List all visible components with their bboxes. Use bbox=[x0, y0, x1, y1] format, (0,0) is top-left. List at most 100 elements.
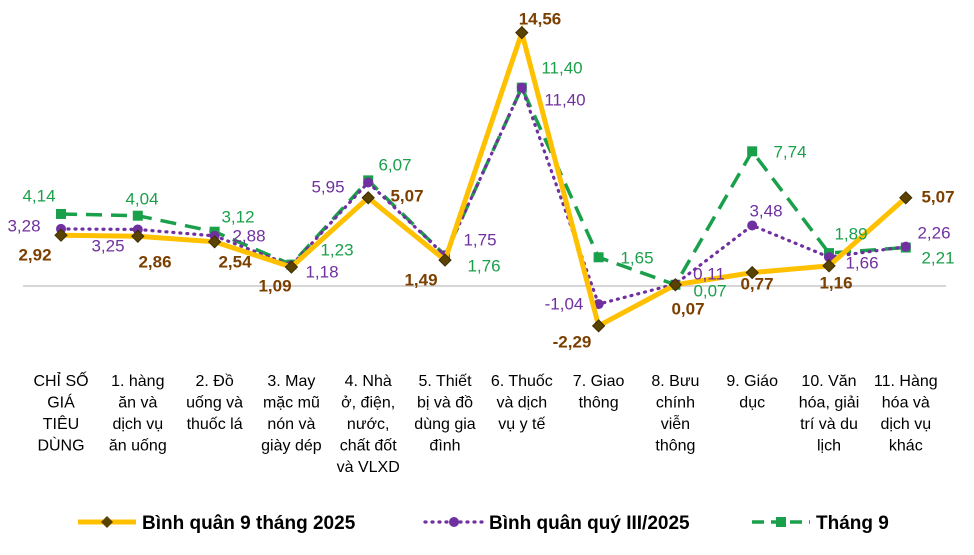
series-line bbox=[60, 23, 908, 330]
data-point bbox=[131, 229, 145, 243]
x-tick-label-line: hóa, giải bbox=[799, 395, 860, 412]
data-label: 1,66 bbox=[845, 253, 878, 272]
data-point bbox=[822, 259, 836, 273]
x-tick-label-line: 9. Giáo bbox=[726, 373, 778, 390]
legend-item-1: Bình quân 9 tháng 2025 bbox=[78, 513, 356, 534]
x-tick-label-line: vụ y tế bbox=[498, 416, 545, 433]
data-label: 5,07 bbox=[921, 187, 954, 206]
x-tick-label-line: bị và đồ bbox=[417, 395, 473, 412]
data-label: 1,18 bbox=[305, 262, 338, 281]
data-label: 2,54 bbox=[218, 252, 252, 271]
legend-label: Bình quân 9 tháng 2025 bbox=[142, 513, 356, 534]
x-tick-label-line: chính bbox=[656, 395, 695, 412]
data-label: 0,07 bbox=[671, 299, 704, 318]
x-tick-label-line: mặc mũ bbox=[263, 395, 320, 412]
x-tick-label-line: và VLXD bbox=[337, 459, 400, 476]
data-label: 0,77 bbox=[740, 274, 773, 293]
x-tick-label: CHỈ SỐ GIÁ TIÊU DÙNG bbox=[33, 370, 88, 455]
x-tick-label-line: 3. May bbox=[267, 373, 315, 390]
legend: Bình quân 9 tháng 2025 Bình quân quý III/… bbox=[78, 513, 889, 534]
x-tick-label: 7. Giao thông bbox=[573, 373, 625, 412]
x-tick-label: 1. hàng ăn và dịch vụ ăn uống bbox=[109, 373, 167, 455]
data-point bbox=[899, 191, 913, 205]
legend-marker bbox=[101, 516, 113, 528]
data-point bbox=[593, 252, 604, 263]
x-tick-label-line: TIÊU bbox=[43, 414, 79, 433]
data-label: 0,11 bbox=[693, 264, 725, 283]
x-tick-label-line: 7. Giao bbox=[573, 373, 625, 390]
data-point bbox=[438, 253, 452, 267]
data-label: 1,49 bbox=[404, 270, 437, 289]
data-label: 1,65 bbox=[620, 248, 653, 267]
data-point bbox=[207, 235, 222, 249]
x-tick-label-line: 10. Văn bbox=[801, 373, 856, 390]
x-tick-label-line: hóa và bbox=[882, 395, 930, 412]
x-tick-label-line: trí và du bbox=[800, 416, 858, 433]
x-tick-label-line: thông bbox=[655, 438, 695, 455]
data-point bbox=[515, 25, 529, 40]
data-point bbox=[284, 260, 299, 274]
data-label: 1,09 bbox=[258, 276, 291, 295]
data-label: 0,07 bbox=[693, 281, 726, 300]
x-tick-label: 11. Hàng hóa và dịch vụ khác bbox=[874, 373, 938, 455]
data-point bbox=[824, 252, 834, 263]
data-label: 14,56 bbox=[519, 9, 562, 28]
x-tick-label: 5. Thiết bị và đồ dùng gia đình bbox=[414, 373, 475, 455]
data-label: -1,04 bbox=[545, 294, 584, 313]
data-label: 3,25 bbox=[91, 236, 124, 255]
data-point bbox=[745, 265, 759, 280]
x-tick-label-line: dục bbox=[739, 395, 765, 412]
x-tick-label-line: đình bbox=[429, 438, 460, 455]
x-tick-label-line: 4. Nhà bbox=[345, 373, 392, 390]
data-label: 1,16 bbox=[819, 273, 852, 292]
x-tick-label: 10. Văn hóa, giải trí và du lịch bbox=[799, 373, 860, 455]
x-tick-label-line: nước, bbox=[347, 416, 390, 433]
x-tick-label-line: khác bbox=[889, 438, 923, 455]
x-tick-label-line: viễn bbox=[661, 414, 690, 433]
x-tick-label-line: GIÁ bbox=[47, 393, 75, 412]
x-tick-label-line: DÙNG bbox=[37, 436, 84, 455]
data-point bbox=[516, 82, 527, 93]
data-label: 6,07 bbox=[378, 155, 411, 174]
x-tick-label-line: uống và bbox=[186, 395, 243, 412]
series-line bbox=[60, 83, 906, 287]
data-point bbox=[591, 319, 606, 333]
x-tick-label-line: 6. Thuốc bbox=[491, 373, 553, 390]
series-1 bbox=[54, 23, 913, 333]
legend-label: Bình quân quý III/2025 bbox=[489, 513, 690, 534]
data-point bbox=[54, 228, 68, 242]
data-label: 1,75 bbox=[463, 230, 496, 249]
data-label: 2,26 bbox=[917, 223, 950, 242]
x-tick-label-line: dịch vụ bbox=[112, 416, 163, 433]
data-point bbox=[132, 224, 143, 235]
x-tick-label-line: giày dép bbox=[261, 438, 322, 455]
x-tick-label-line: ăn và bbox=[118, 395, 157, 412]
data-label: 4,04 bbox=[125, 189, 158, 208]
x-tick-label-line: thuốc lá bbox=[187, 416, 243, 433]
legend-item-2: Bình quân quý III/2025 bbox=[423, 513, 690, 534]
data-label: 1,89 bbox=[834, 224, 867, 243]
data-label: 11,40 bbox=[544, 90, 585, 109]
x-tick-label-line: CHỈ SỐ bbox=[33, 370, 88, 390]
data-point bbox=[747, 220, 758, 231]
x-tick-label: 3. May mặc mũ nón và giày dép bbox=[261, 373, 322, 455]
legend-item-3: Tháng 9 bbox=[752, 513, 889, 534]
x-tick-label-line: lịch bbox=[817, 438, 841, 455]
data-label: -2,29 bbox=[553, 332, 592, 351]
x-tick-label-line: 11. Hàng bbox=[874, 373, 938, 390]
x-tick-label: 2. Đồ uống và thuốc lá bbox=[186, 373, 243, 433]
data-point bbox=[132, 210, 143, 221]
data-point bbox=[56, 208, 66, 219]
legend-marker bbox=[449, 517, 459, 527]
x-tick-label-line: chất đốt bbox=[340, 438, 397, 455]
x-tick-label-line: ăn uống bbox=[109, 438, 167, 455]
data-label: 1,76 bbox=[467, 256, 500, 275]
x-tick-label-line: thông bbox=[579, 395, 619, 412]
series-line bbox=[59, 83, 908, 307]
x-tick-label-line: 1. hàng bbox=[111, 373, 164, 390]
x-tick-label-line: nón và bbox=[267, 416, 315, 433]
data-label: 5,95 bbox=[311, 177, 344, 196]
data-label: 2,88 bbox=[232, 226, 265, 245]
data-point bbox=[747, 146, 758, 157]
